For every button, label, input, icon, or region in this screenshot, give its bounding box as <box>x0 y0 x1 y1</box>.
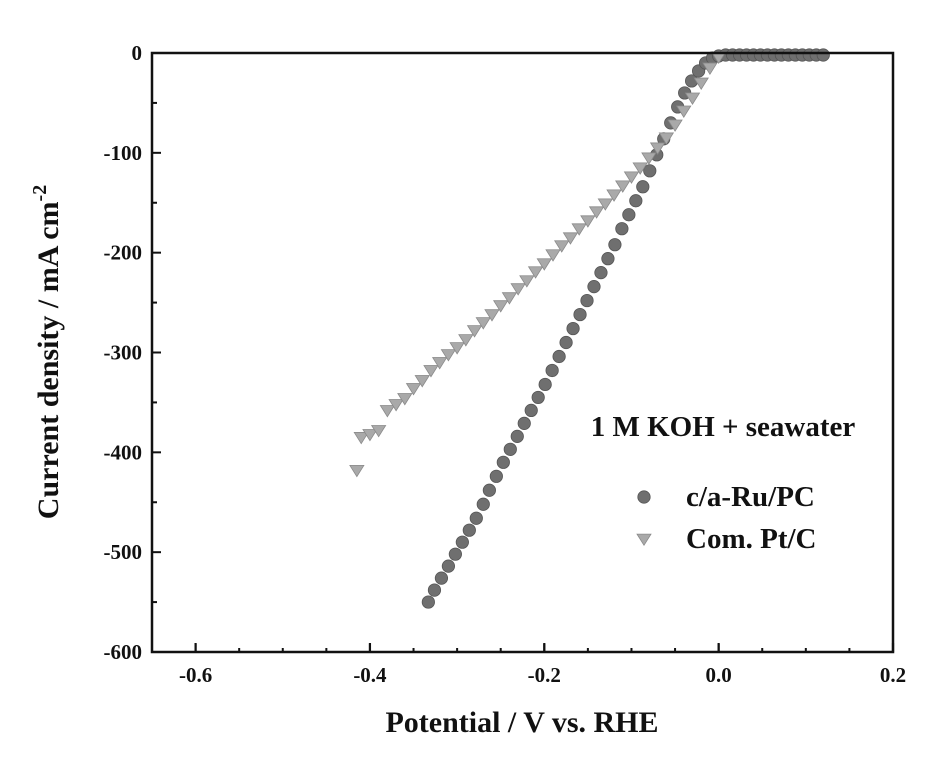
x-tick-label: 0.2 <box>880 663 906 687</box>
data-point <box>424 366 438 377</box>
data-point <box>380 406 394 417</box>
y-tick-label: -500 <box>104 540 143 564</box>
data-point <box>623 209 635 221</box>
data-point <box>490 470 502 482</box>
y-axis-title-main: Current density / mA cm <box>32 201 65 519</box>
y-tick-label: -600 <box>104 640 143 664</box>
legend-marker <box>638 491 650 503</box>
x-tick-label: -0.2 <box>528 663 561 687</box>
data-point <box>422 596 434 608</box>
data-point <box>567 322 579 334</box>
data-point <box>497 456 509 468</box>
legend-label: Com. Pt/C <box>686 523 816 555</box>
data-point <box>477 498 489 510</box>
y-axis-title: Current density / mA cm-2 <box>29 185 65 519</box>
tick-labels: -0.6 -0.4 -0.2 0.0 0.2 0 -100 -200 -300 -400 -500 -… <box>104 41 907 687</box>
data-point <box>463 524 475 536</box>
y-tick-label: -200 <box>104 241 143 265</box>
x-axis-title: Potential / V vs. RHE <box>385 706 658 739</box>
data-point <box>428 584 440 596</box>
data-point <box>511 430 523 442</box>
data-point <box>574 308 586 320</box>
data-point <box>518 417 530 429</box>
y-tick-label: -400 <box>104 440 143 464</box>
plot-frame <box>152 53 893 652</box>
data-point <box>504 443 516 455</box>
data-point <box>546 364 558 376</box>
x-tick-label: 0.0 <box>706 663 732 687</box>
data-point <box>525 404 537 416</box>
x-tick-label: -0.4 <box>353 663 387 687</box>
data-point <box>588 280 600 292</box>
data-point <box>456 536 468 548</box>
data-point <box>483 484 495 496</box>
data-point <box>560 336 572 348</box>
data-point <box>602 252 614 264</box>
data-point <box>539 378 551 390</box>
y-axis-title-superscript: -2 <box>29 185 51 202</box>
data-point <box>609 238 621 250</box>
data-point <box>407 384 421 395</box>
data-point <box>442 560 454 572</box>
data-point <box>595 266 607 278</box>
legend-marker <box>637 534 651 545</box>
y-tick-label: -100 <box>104 141 143 165</box>
data-point <box>435 572 447 584</box>
data-point <box>449 548 461 560</box>
data-point <box>637 181 649 193</box>
data-point <box>616 223 628 235</box>
x-tick-label: -0.6 <box>179 663 212 687</box>
data-point <box>532 391 544 403</box>
legend-label: c/a-Ru/PC <box>686 481 815 513</box>
y-tick-label: 0 <box>132 41 143 65</box>
data-point <box>630 195 642 207</box>
data-point <box>581 294 593 306</box>
y-tick-label: -300 <box>104 341 143 365</box>
data-point <box>553 350 565 362</box>
data-point <box>470 512 482 524</box>
data-point <box>817 49 829 61</box>
legend: c/a-Ru/PC Com. Pt/C <box>637 481 816 555</box>
axis-ticks <box>152 53 893 652</box>
electrolyte-annotation: 1 M KOH + seawater <box>591 411 856 443</box>
data-point <box>350 465 364 476</box>
